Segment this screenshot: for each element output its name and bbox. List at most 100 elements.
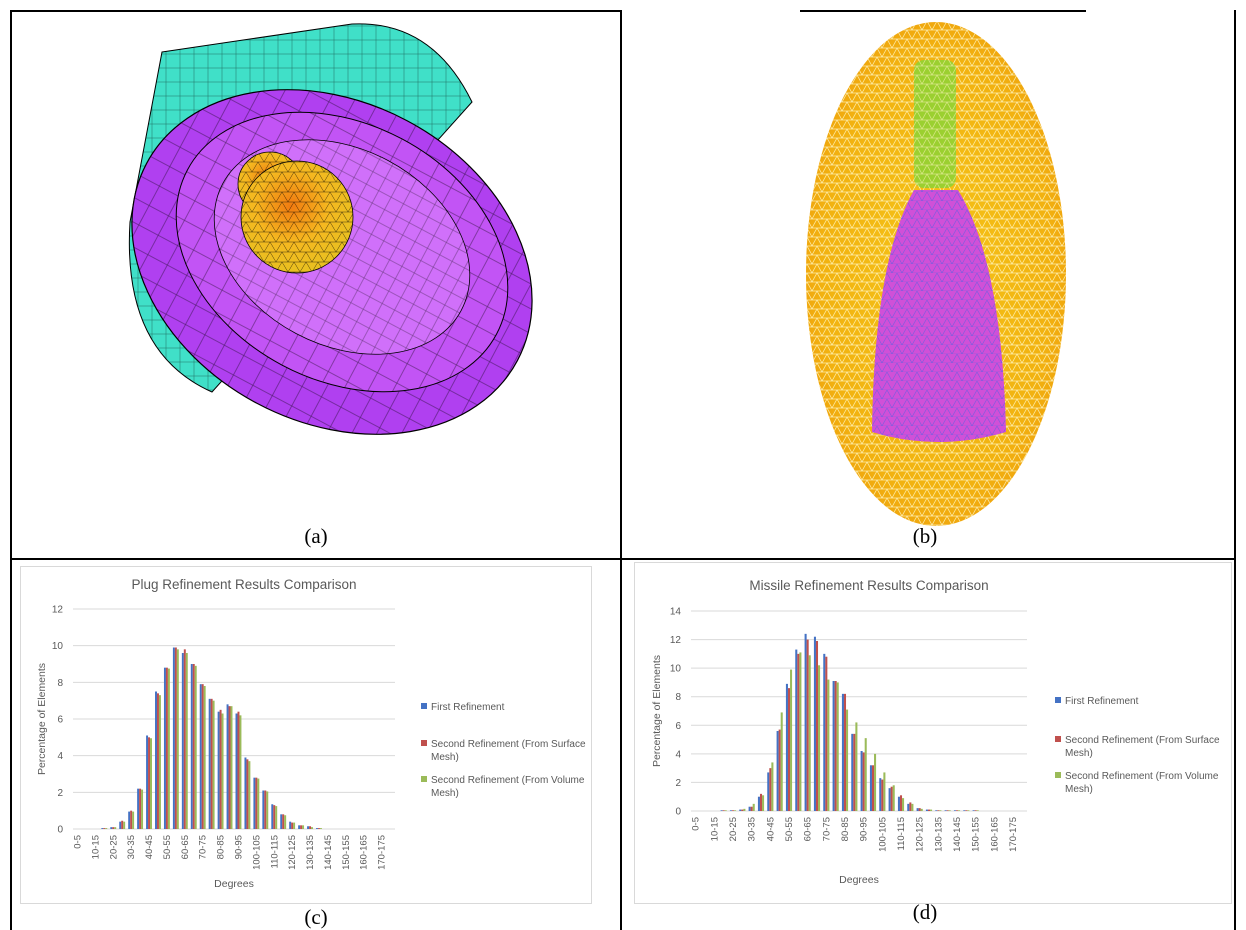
bar-1-85-90 bbox=[851, 733, 854, 811]
bar-2-65-70 bbox=[192, 664, 195, 829]
legend-label-2: Mesh) bbox=[1065, 748, 1093, 759]
legend-label-3: Mesh) bbox=[1065, 784, 1093, 795]
caption-d: (d) bbox=[912, 900, 938, 924]
y-tick-label: 0 bbox=[57, 825, 63, 836]
bar-3-15-20 bbox=[105, 828, 108, 829]
y-tick-label: 0 bbox=[675, 807, 681, 818]
bar-3-20-25 bbox=[734, 810, 737, 811]
y-tick-label: 4 bbox=[57, 751, 63, 762]
bar-3-135-140 bbox=[319, 828, 322, 829]
x-tick-label: 120-125 bbox=[915, 817, 926, 852]
bar-3-50-55 bbox=[790, 669, 793, 811]
x-tick-label: 30-35 bbox=[747, 817, 758, 841]
bar-2-100-105 bbox=[255, 777, 258, 829]
bar-2-110-115 bbox=[899, 795, 903, 811]
bar-3-35-40 bbox=[762, 795, 765, 811]
legend-label-3: Mesh) bbox=[431, 788, 459, 799]
bar-3-125-130 bbox=[302, 825, 305, 829]
bar-1-80-85 bbox=[217, 711, 220, 829]
x-tick-label: 40-45 bbox=[765, 817, 776, 841]
bar-1-125-130 bbox=[298, 825, 301, 829]
y-tick-label: 10 bbox=[670, 664, 682, 675]
bar-3-130-135 bbox=[939, 810, 942, 811]
bar-3-115-120 bbox=[911, 803, 914, 811]
bar-2-45-50 bbox=[156, 693, 159, 829]
bar-1-50-55 bbox=[785, 683, 788, 811]
chart-title: Missile Refinement Results Comparison bbox=[749, 578, 988, 593]
bar-1-20-25 bbox=[729, 810, 732, 811]
bar-3-45-50 bbox=[780, 712, 783, 811]
x-tick-label: 90-95 bbox=[233, 835, 244, 859]
bar-1-100-105 bbox=[253, 777, 256, 829]
bar-1-25-30 bbox=[739, 809, 742, 811]
y-tick-label: 8 bbox=[57, 678, 63, 689]
x-tick-label: 90-95 bbox=[859, 817, 870, 841]
bar-2-75-80 bbox=[834, 681, 837, 811]
x-tick-label: 70-75 bbox=[821, 817, 832, 841]
x-tick-label: 80-85 bbox=[216, 835, 227, 859]
bar-1-50-55 bbox=[163, 667, 166, 829]
x-tick-label: 160-165 bbox=[359, 835, 370, 870]
bar-1-135-140 bbox=[316, 828, 318, 829]
bar-3-135-140 bbox=[948, 810, 951, 811]
bar-2-70-75 bbox=[201, 684, 204, 829]
bar-1-75-80 bbox=[208, 698, 211, 829]
bar-1-70-75 bbox=[199, 684, 202, 829]
bar-2-20-25 bbox=[731, 810, 735, 811]
caption-a: (a) bbox=[304, 524, 328, 548]
bar-1-150-155 bbox=[972, 810, 975, 811]
y-axis-label: Percentage of Elements bbox=[36, 663, 48, 775]
bar-1-90-95 bbox=[235, 713, 238, 829]
bar-2-80-85 bbox=[219, 709, 222, 829]
bar-2-120-125 bbox=[291, 822, 294, 829]
bar-3-20-25 bbox=[114, 827, 117, 829]
bar-2-75-80 bbox=[210, 698, 213, 829]
bar-3-75-80 bbox=[836, 682, 839, 811]
bar-3-120-125 bbox=[293, 822, 296, 829]
x-tick-label: 100-105 bbox=[877, 817, 888, 852]
legend-swatch-2 bbox=[1055, 736, 1061, 742]
x-axis-label: Degrees bbox=[214, 878, 254, 890]
chart-d-frame: Missile Refinement Results Comparison 0 2 4… bbox=[634, 562, 1232, 904]
plug-mesh-image bbox=[128, 23, 533, 435]
legend-label-2: Mesh) bbox=[431, 752, 459, 763]
legend-label-1: First Refinement bbox=[431, 702, 505, 713]
bar-3-110-115 bbox=[275, 806, 278, 829]
bar-2-20-25 bbox=[112, 827, 115, 829]
bar-1-75-80 bbox=[832, 681, 835, 811]
bar-3-65-70 bbox=[194, 665, 197, 829]
bar-3-125-130 bbox=[930, 809, 933, 811]
x-tick-label: 130-135 bbox=[933, 817, 944, 852]
bar-3-120-125 bbox=[920, 808, 923, 811]
bar-1-30-35 bbox=[748, 806, 751, 811]
legend-label-1: First Refinement bbox=[1065, 696, 1139, 707]
bar-3-80-85 bbox=[846, 709, 849, 811]
bar-2-35-40 bbox=[759, 793, 763, 811]
y-tick-label: 2 bbox=[57, 788, 63, 799]
bar-2-40-45 bbox=[148, 737, 151, 829]
chart-c-frame: Plug Refinement Results Comparison 0 2 4 6 8 1… bbox=[20, 566, 592, 904]
bar-1-130-135 bbox=[935, 810, 938, 811]
bar-2-30-35 bbox=[130, 810, 133, 829]
bar-2-145-150 bbox=[965, 810, 968, 811]
x-tick-label: 0-5 bbox=[691, 817, 702, 831]
bar-3-25-30 bbox=[123, 821, 126, 829]
bar-3-85-90 bbox=[855, 722, 858, 811]
border-right bbox=[1234, 10, 1236, 930]
bar-2-15-20 bbox=[103, 828, 106, 829]
bar-3-105-110 bbox=[266, 791, 269, 829]
y-axis-label: Percentage of Elements bbox=[651, 655, 663, 767]
bar-1-70-75 bbox=[823, 653, 826, 811]
bar-2-45-50 bbox=[778, 729, 781, 811]
bar-2-105-110 bbox=[264, 790, 267, 829]
bar-1-80-85 bbox=[841, 693, 844, 811]
bar-2-30-35 bbox=[750, 806, 753, 811]
bar-2-60-65 bbox=[183, 649, 186, 829]
bar-3-15-20 bbox=[724, 810, 727, 811]
bar-2-55-60 bbox=[797, 653, 800, 811]
bar-2-115-120 bbox=[909, 802, 912, 811]
bar-2-85-90 bbox=[228, 706, 231, 829]
bar-2-15-20 bbox=[722, 810, 725, 811]
bar-1-105-110 bbox=[888, 788, 891, 811]
bar-1-35-40 bbox=[137, 788, 140, 829]
